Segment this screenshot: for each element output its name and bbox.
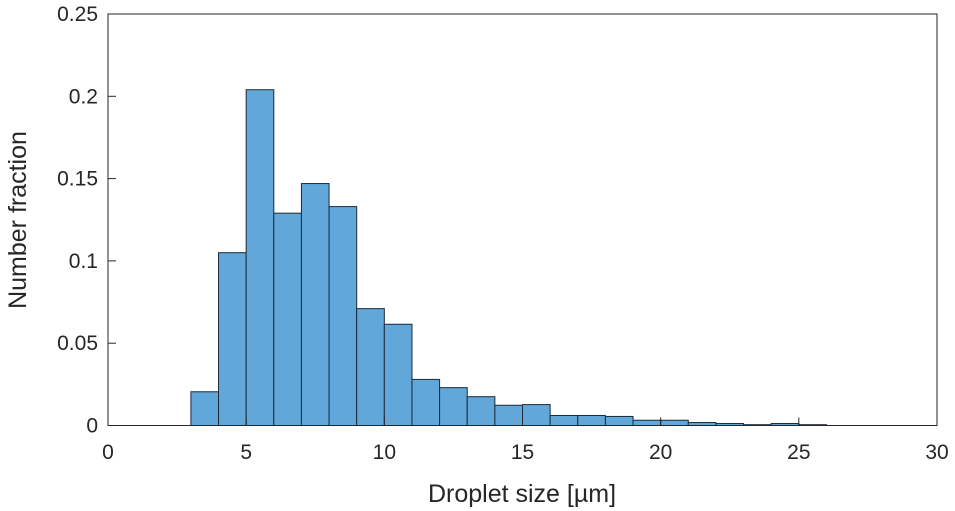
histogram-bar <box>660 419 689 426</box>
y-tick-label: 0.05 <box>57 332 98 355</box>
histogram-bar <box>522 404 551 426</box>
histogram-bar <box>273 212 302 426</box>
bars-group <box>190 89 827 427</box>
histogram-bar <box>577 414 606 427</box>
y-axis-label: Number fraction <box>4 131 32 309</box>
x-tick-label: 0 <box>102 441 114 464</box>
histogram-bar <box>356 308 385 426</box>
x-axis-label: Droplet size [µm] <box>428 480 616 508</box>
x-tick-label: 15 <box>511 441 534 464</box>
histogram-bar <box>632 419 662 426</box>
y-tick-label: 0.1 <box>69 250 98 273</box>
y-tick-label: 0.25 <box>57 3 98 26</box>
histogram-bar <box>328 206 358 426</box>
y-tick-label: 0 <box>86 415 98 438</box>
histogram-bar <box>245 89 275 426</box>
ticks-group: 0 5 10 15 20 25 30 0 0.05 0.1 0.15 0.2 0.25 <box>57 3 949 464</box>
histogram-bar <box>300 183 330 426</box>
histogram-bar <box>604 415 634 426</box>
histogram-bar <box>190 391 220 426</box>
x-tick-label: 5 <box>240 441 252 464</box>
x-tick-label: 25 <box>787 441 810 464</box>
y-tick-label: 0.2 <box>69 85 98 108</box>
x-tick-label: 20 <box>649 441 672 464</box>
y-tick-label: 0.15 <box>57 168 98 191</box>
x-tick-label: 10 <box>373 441 396 464</box>
histogram-bar <box>466 396 496 427</box>
histogram-bar <box>494 404 524 427</box>
histogram-bar <box>383 323 413 426</box>
histogram-bar <box>439 387 468 426</box>
x-tick-label: 30 <box>925 441 948 464</box>
histogram-bar <box>549 414 579 427</box>
histogram-bar <box>218 252 247 426</box>
histogram-bar <box>411 378 441 426</box>
